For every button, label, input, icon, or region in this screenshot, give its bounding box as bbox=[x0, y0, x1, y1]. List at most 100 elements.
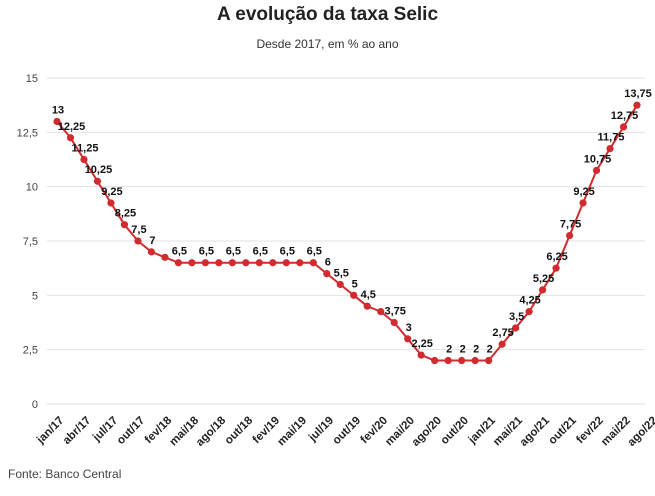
data-point bbox=[377, 308, 385, 316]
data-label: 5,5 bbox=[334, 267, 349, 279]
data-label: 13 bbox=[52, 104, 64, 116]
x-tick-label: mai/19 bbox=[275, 415, 309, 449]
x-tick-label: abr/17 bbox=[61, 415, 93, 447]
data-label: 10,25 bbox=[85, 164, 113, 176]
data-point bbox=[215, 259, 223, 267]
data-point bbox=[174, 259, 182, 267]
data-point bbox=[66, 134, 75, 142]
data-point bbox=[336, 280, 344, 289]
data-point bbox=[525, 308, 533, 316]
x-tick-label: jan/17 bbox=[34, 415, 66, 447]
y-tick-label: 5 bbox=[32, 290, 38, 302]
chart-subtitle: Desde 2017, em % ao ano bbox=[256, 37, 399, 51]
x-tick-label: out/17 bbox=[115, 415, 147, 447]
chart-title: A evolução da taxa Selic bbox=[216, 4, 439, 25]
data-point bbox=[147, 248, 156, 256]
data-label: 7 bbox=[149, 235, 155, 247]
data-label: 6,5 bbox=[253, 246, 268, 258]
data-label: 3,5 bbox=[509, 311, 524, 323]
data-point bbox=[93, 177, 102, 185]
data-label: 4,25 bbox=[519, 295, 540, 307]
x-tick-label: out/21 bbox=[547, 414, 580, 447]
data-label: 6 bbox=[325, 257, 331, 269]
data-point bbox=[606, 145, 614, 153]
y-tick-label: 15 bbox=[26, 73, 38, 85]
data-point bbox=[619, 123, 628, 131]
data-point bbox=[498, 340, 506, 348]
data-label: 2,75 bbox=[492, 327, 513, 339]
data-label: 7,5 bbox=[131, 224, 146, 236]
data-point bbox=[107, 199, 115, 207]
data-label: 9,25 bbox=[573, 186, 594, 198]
data-point bbox=[242, 259, 250, 267]
data-label: 6,5 bbox=[307, 246, 322, 258]
x-tick-label: out/19 bbox=[331, 415, 363, 447]
data-label: 6,25 bbox=[546, 251, 567, 263]
data-point bbox=[633, 101, 641, 109]
y-tick-label: 12,5 bbox=[17, 127, 38, 139]
data-point bbox=[161, 253, 169, 261]
x-tick-label: ago/22 bbox=[626, 415, 655, 449]
data-point bbox=[296, 259, 304, 267]
data-label: 2 bbox=[446, 344, 452, 356]
data-label: 10,75 bbox=[584, 153, 612, 165]
data-point bbox=[255, 259, 263, 267]
data-label: 6,5 bbox=[199, 246, 214, 258]
data-point bbox=[201, 259, 209, 267]
data-label: 7,75 bbox=[560, 219, 581, 231]
data-label: 12,25 bbox=[58, 121, 86, 133]
y-tick-label: 0 bbox=[32, 399, 38, 411]
y-tick-label: 10 bbox=[26, 182, 38, 194]
data-point bbox=[485, 356, 493, 365]
x-tick-label: out/18 bbox=[223, 414, 256, 447]
data-label: 2 bbox=[487, 344, 493, 356]
data-point bbox=[323, 270, 331, 278]
data-label: 8,25 bbox=[115, 208, 136, 220]
data-label: 5,25 bbox=[533, 273, 554, 285]
data-point bbox=[444, 356, 452, 365]
data-point bbox=[228, 259, 236, 267]
data-label: 3 bbox=[406, 322, 412, 334]
data-point bbox=[350, 291, 358, 299]
data-label: 5 bbox=[352, 278, 358, 290]
x-tick-label: out/20 bbox=[439, 415, 471, 447]
data-label: 6,5 bbox=[226, 246, 241, 258]
data-point bbox=[458, 356, 466, 365]
data-label: 11,25 bbox=[72, 143, 99, 155]
data-point bbox=[512, 324, 520, 332]
data-label: 4,5 bbox=[361, 289, 376, 301]
data-point bbox=[363, 302, 371, 310]
data-point bbox=[552, 264, 560, 272]
data-label: 2 bbox=[460, 344, 466, 356]
y-tick-label: 7,5 bbox=[23, 236, 38, 248]
data-point bbox=[565, 231, 574, 240]
x-tick-label: ago/21 bbox=[518, 414, 553, 449]
data-point bbox=[390, 318, 398, 327]
data-point bbox=[579, 199, 587, 207]
data-label: 2,25 bbox=[411, 338, 432, 350]
data-label: 6,5 bbox=[280, 246, 295, 258]
data-point bbox=[53, 117, 61, 126]
x-tick-label: ago/18 bbox=[194, 414, 229, 449]
data-point bbox=[120, 221, 129, 229]
data-point bbox=[471, 356, 479, 365]
data-label: 12,75 bbox=[611, 110, 639, 122]
data-point bbox=[309, 259, 317, 267]
data-label: 9,25 bbox=[101, 186, 122, 198]
data-label: 6,5 bbox=[172, 246, 187, 258]
data-point bbox=[269, 259, 277, 267]
data-label: 11,75 bbox=[598, 132, 625, 144]
data-point bbox=[188, 259, 196, 267]
data-point bbox=[134, 237, 142, 245]
y-tick-label: 2,5 bbox=[23, 345, 38, 357]
x-tick-label: ago/20 bbox=[410, 415, 444, 449]
data-point bbox=[431, 356, 439, 365]
data-label: 2 bbox=[473, 344, 479, 356]
data-point bbox=[592, 166, 601, 174]
chart-source: Fonte: Banco Central bbox=[8, 467, 122, 481]
data-label: 3,75 bbox=[384, 306, 405, 318]
data-point bbox=[417, 351, 425, 359]
data-point bbox=[538, 286, 547, 294]
data-point bbox=[404, 335, 412, 343]
